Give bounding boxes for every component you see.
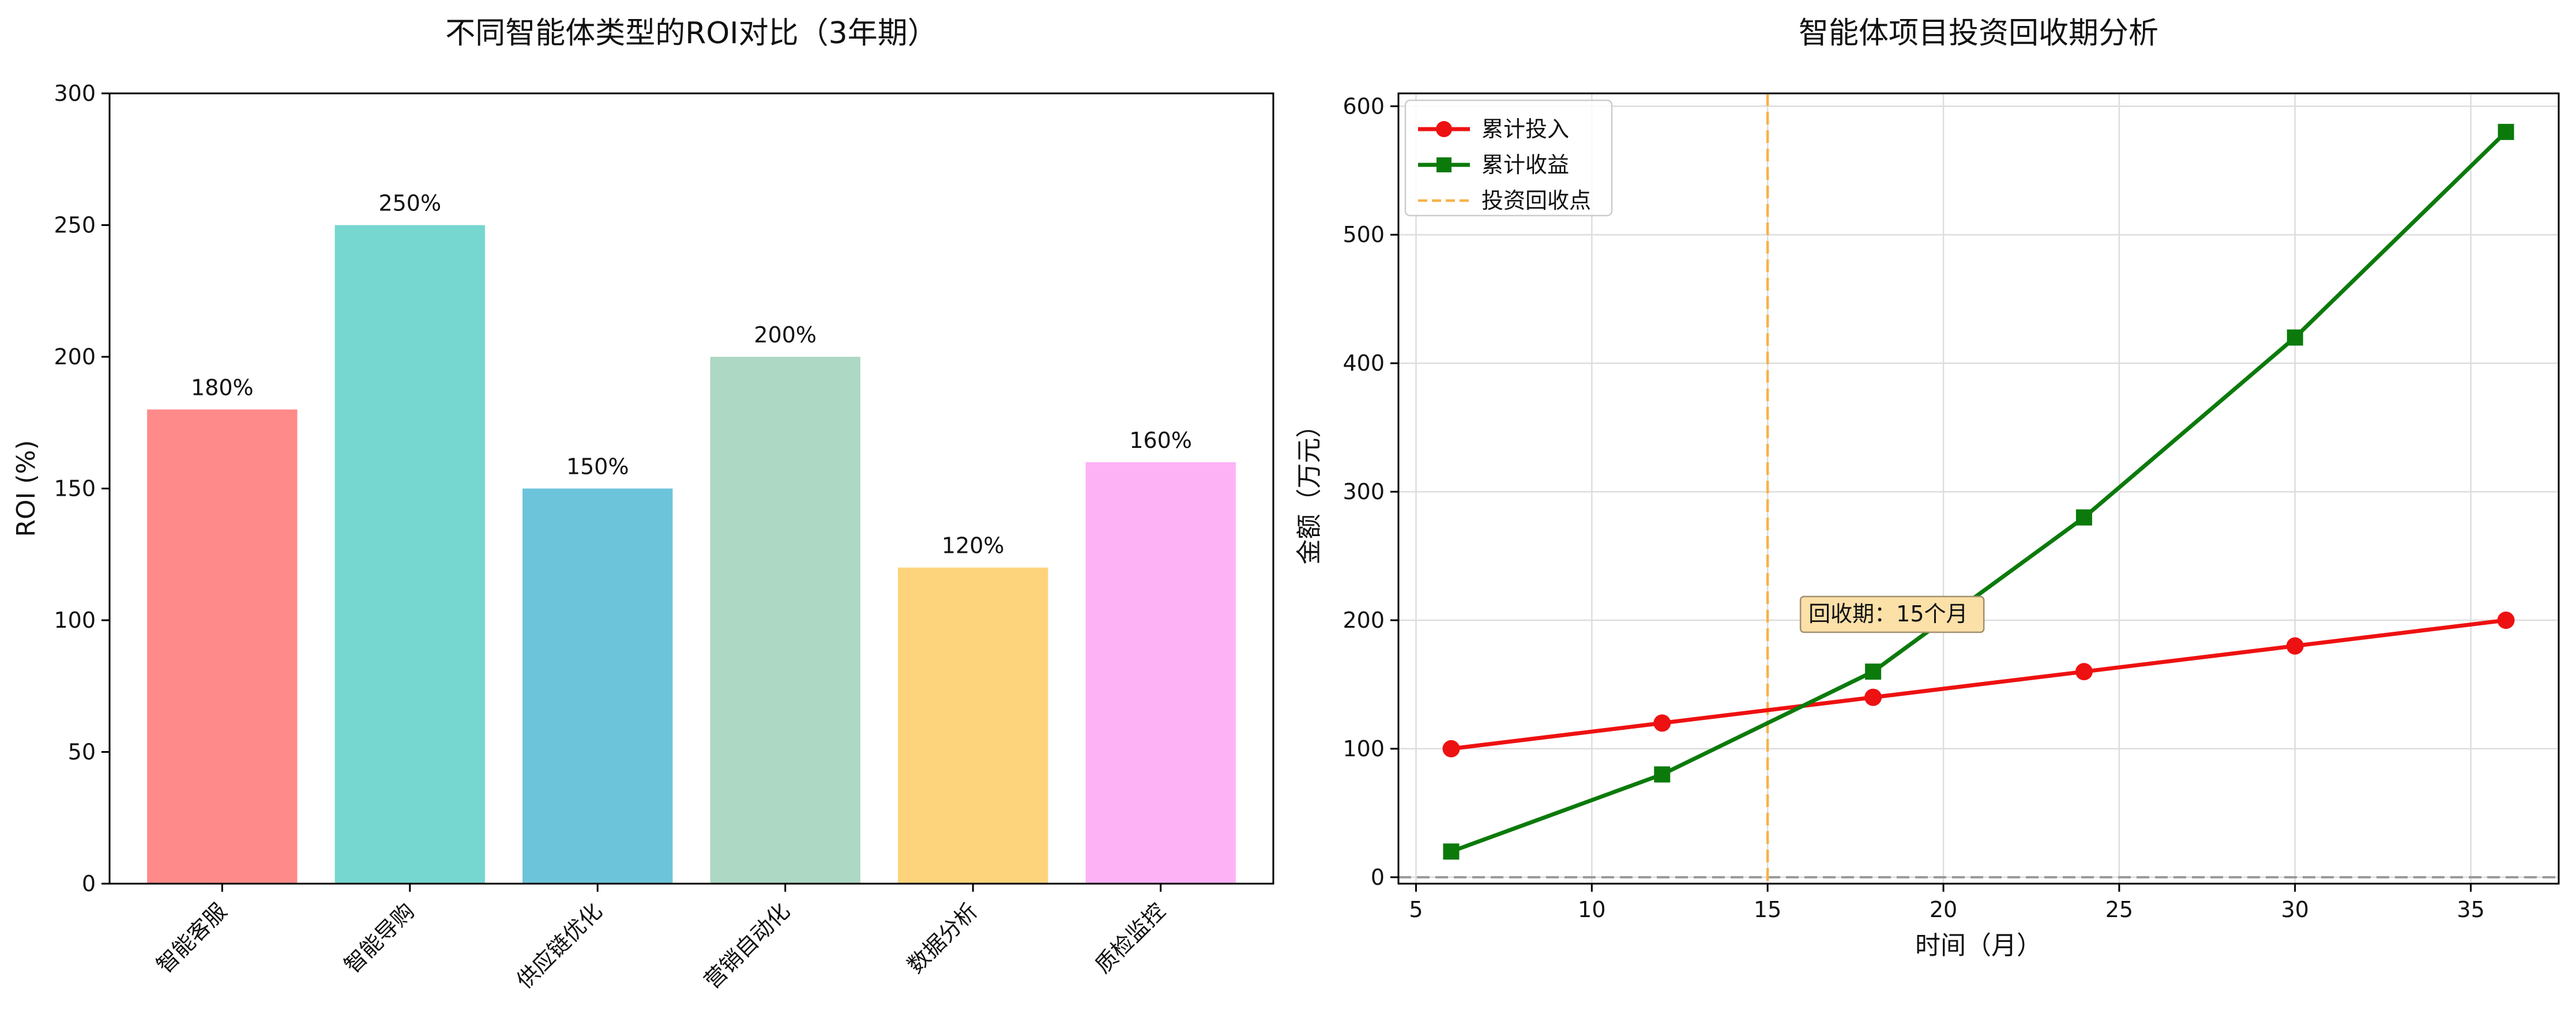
bar-value-label: 150% xyxy=(566,454,629,480)
series-point-square xyxy=(1865,663,1882,680)
bar xyxy=(522,488,673,884)
series-point-square xyxy=(1654,766,1671,783)
line-ytick-label: 0 xyxy=(1371,865,1385,890)
bar-value-label: 180% xyxy=(191,375,254,400)
bar-xtick-label: 数据分析 xyxy=(902,898,983,978)
series-point-circle xyxy=(1653,714,1671,732)
series-point-circle xyxy=(1442,740,1460,757)
line-chart-ticks: 5 10 15 20 25 30 35 0 100 200 300 400 500 600 xyxy=(1342,93,2484,922)
bar xyxy=(1085,462,1236,884)
line-chart-series xyxy=(1398,93,2559,884)
line-xtick-label: 5 xyxy=(1409,897,1423,922)
bar-chart-yticks: 0 50 100 150 200 250 300 xyxy=(54,81,110,896)
legend-label: 投资回收点 xyxy=(1481,188,1591,213)
bar xyxy=(147,409,298,884)
bar-value-label: 160% xyxy=(1129,428,1192,453)
bar-ytick-label: 200 xyxy=(54,344,96,369)
line-ytick-label: 400 xyxy=(1342,350,1385,376)
bar-ytick-label: 100 xyxy=(54,608,96,633)
line-ytick-label: 300 xyxy=(1342,479,1385,504)
bar-chart-title: 不同智能体类型的ROI对比（3年期） xyxy=(445,16,937,51)
bar xyxy=(710,357,860,884)
line-xtick-label: 35 xyxy=(2457,897,2484,922)
line-ytick-label: 600 xyxy=(1342,93,1385,119)
legend-marker-circle xyxy=(1436,121,1452,137)
payback-annotation-text: 回收期：15个月 xyxy=(1808,601,1968,627)
bar-xtick-label: 营销自动化 xyxy=(700,898,795,993)
bar-ytick-label: 250 xyxy=(54,213,96,238)
line-xtick-label: 10 xyxy=(1578,897,1605,922)
payback-annotation: 回收期：15个月 xyxy=(1799,595,1985,633)
series-line-2 xyxy=(1450,130,2507,854)
bar-chart-xticks: 智能客服 智能导购 供应链优化 营销自动化 数据分析 质检监控 xyxy=(152,884,1170,994)
bar-xtick-label: 质检监控 xyxy=(1090,898,1170,978)
payback-annotation-box xyxy=(1799,595,1985,633)
series-point-circle xyxy=(1864,688,1882,706)
series-point-square xyxy=(2287,329,2303,346)
bar-ytick-label: 0 xyxy=(82,871,96,896)
bar-chart-bars: 180% 250% 150% 200% 120% 160% xyxy=(147,191,1236,884)
series-point-circle xyxy=(2075,663,2093,681)
line-chart-title: 智能体项目投资回收期分析 xyxy=(1799,16,2158,51)
bar-ytick-label: 150 xyxy=(54,476,96,501)
bar-ytick-label: 50 xyxy=(68,740,96,765)
series-point-circle xyxy=(2497,612,2515,629)
bar xyxy=(898,567,1048,884)
legend-label: 累计投入 xyxy=(1481,116,1569,142)
series-point-circle xyxy=(2286,637,2304,655)
bar-xtick-label: 供应链优化 xyxy=(512,898,607,993)
line-ytick-label: 200 xyxy=(1342,608,1385,633)
legend-label: 累计收益 xyxy=(1481,152,1569,178)
bar-chart-frame xyxy=(108,92,1274,885)
series-point-square xyxy=(2075,509,2092,526)
series-point-square xyxy=(1443,843,1460,860)
line-chart-ylabel: 金额（万元） xyxy=(1295,413,1324,565)
line-ytick-label: 100 xyxy=(1342,736,1385,761)
line-chart-xlabel: 时间（月） xyxy=(1915,931,2042,960)
line-xtick-label: 30 xyxy=(2281,897,2309,922)
payback-line-chart: 智能体项目投资回收期分析 时间（月） 金额（万元） 5 10 15 20 25 30 35 0… xyxy=(1295,16,2560,960)
series-point-square xyxy=(2498,123,2514,140)
bar xyxy=(334,225,485,884)
bar-value-label: 120% xyxy=(942,533,1005,559)
bar-xtick-label: 智能导购 xyxy=(340,898,420,978)
line-xtick-label: 15 xyxy=(1754,897,1781,922)
line-xtick-label: 25 xyxy=(2105,897,2133,922)
legend-marker-square xyxy=(1436,157,1451,172)
line-xtick-label: 20 xyxy=(1930,897,1957,922)
bar-value-label: 200% xyxy=(754,322,817,348)
bar-value-label: 250% xyxy=(378,191,441,216)
bar-ytick-label: 300 xyxy=(54,81,96,106)
bar-xtick-label: 智能客服 xyxy=(152,898,232,978)
line-chart-frame xyxy=(1397,92,2560,885)
roi-bar-chart: 不同智能体类型的ROI对比（3年期） ROI (%) 0 50 100 150 200 2… xyxy=(12,16,1274,994)
bar-chart-ylabel: ROI (%) xyxy=(12,440,41,537)
line-ytick-label: 500 xyxy=(1342,222,1385,247)
series-line-1 xyxy=(1451,618,2506,751)
